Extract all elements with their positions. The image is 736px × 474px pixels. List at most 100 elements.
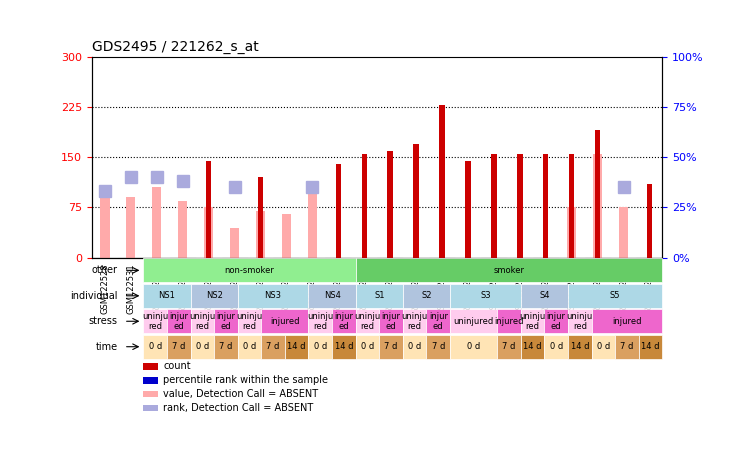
Text: 14 d: 14 d [335, 342, 353, 351]
Text: 0 d: 0 d [314, 342, 327, 351]
Text: 0 d: 0 d [408, 342, 421, 351]
Text: 7 d: 7 d [172, 342, 185, 351]
Text: 14 d: 14 d [570, 342, 589, 351]
Text: 14 d: 14 d [641, 342, 660, 351]
Text: non-smoker: non-smoker [224, 266, 275, 275]
Bar [619, 208, 628, 258]
FancyBboxPatch shape [214, 310, 238, 333]
Text: 0 d: 0 d [243, 342, 256, 351]
FancyBboxPatch shape [261, 310, 308, 333]
Text: uninjured: uninjured [453, 317, 494, 326]
Text: injur
ed: injur ed [381, 311, 400, 331]
Text: S2: S2 [421, 292, 432, 301]
FancyBboxPatch shape [426, 310, 450, 333]
FancyBboxPatch shape [191, 335, 214, 359]
FancyBboxPatch shape [308, 335, 332, 359]
Text: 0 d: 0 d [196, 342, 209, 351]
Text: uninju
red: uninju red [402, 311, 428, 331]
Text: injured: injured [270, 317, 300, 326]
Text: uninju
red: uninju red [354, 311, 381, 331]
Text: injur
ed: injur ed [334, 311, 353, 331]
FancyBboxPatch shape [403, 284, 450, 308]
Text: 0 d: 0 d [550, 342, 563, 351]
FancyBboxPatch shape [521, 284, 568, 308]
FancyBboxPatch shape [332, 335, 355, 359]
Text: NS4: NS4 [324, 292, 341, 301]
Bar [567, 208, 576, 258]
Bar [647, 184, 652, 258]
FancyBboxPatch shape [308, 310, 332, 333]
Text: GDS2495 / 221262_s_at: GDS2495 / 221262_s_at [92, 40, 259, 55]
Text: 7 d: 7 d [219, 342, 233, 351]
Text: stress: stress [88, 316, 118, 326]
Bar [517, 154, 523, 258]
Bar [144, 405, 158, 411]
FancyBboxPatch shape [639, 335, 662, 359]
FancyBboxPatch shape [403, 310, 426, 333]
FancyBboxPatch shape [355, 310, 379, 333]
FancyBboxPatch shape [450, 335, 498, 359]
FancyBboxPatch shape [285, 335, 308, 359]
FancyBboxPatch shape [167, 335, 191, 359]
Bar [308, 194, 317, 258]
FancyBboxPatch shape [592, 335, 615, 359]
Bar [258, 177, 263, 258]
Text: value, Detection Call = ABSENT: value, Detection Call = ABSENT [163, 389, 319, 399]
Text: injur
ed: injur ed [169, 311, 188, 331]
FancyBboxPatch shape [568, 335, 592, 359]
Text: uninju
red: uninju red [307, 311, 333, 331]
FancyBboxPatch shape [238, 310, 261, 333]
FancyBboxPatch shape [144, 310, 167, 333]
Text: uninju
red: uninju red [567, 311, 593, 331]
FancyBboxPatch shape [191, 310, 214, 333]
FancyBboxPatch shape [379, 310, 403, 333]
Bar [100, 194, 110, 258]
Text: 7 d: 7 d [503, 342, 516, 351]
Text: uninju
red: uninju red [520, 311, 546, 331]
FancyBboxPatch shape [521, 335, 545, 359]
Bar [593, 154, 602, 258]
Bar [206, 161, 211, 258]
Text: uninju
red: uninju red [236, 311, 263, 331]
Bar [127, 197, 135, 258]
Text: individual: individual [70, 291, 118, 301]
FancyBboxPatch shape [308, 284, 355, 308]
Text: 0 d: 0 d [361, 342, 374, 351]
Text: smoker: smoker [494, 266, 525, 275]
Bar [387, 151, 393, 258]
FancyBboxPatch shape [450, 284, 521, 308]
Text: count: count [163, 361, 191, 372]
Bar [178, 201, 187, 258]
Text: S3: S3 [480, 292, 491, 301]
Bar [595, 130, 601, 258]
Text: S1: S1 [374, 292, 384, 301]
Text: injured: injured [495, 317, 524, 326]
Bar [414, 144, 419, 258]
FancyBboxPatch shape [355, 284, 403, 308]
FancyBboxPatch shape [498, 310, 521, 333]
Text: NS1: NS1 [158, 292, 175, 301]
Text: uninju
red: uninju red [189, 311, 216, 331]
Text: other: other [92, 265, 118, 275]
Text: 7 d: 7 d [620, 342, 634, 351]
Text: 7 d: 7 d [431, 342, 445, 351]
Bar [144, 363, 158, 370]
FancyBboxPatch shape [379, 335, 403, 359]
FancyBboxPatch shape [545, 335, 568, 359]
Bar [439, 105, 445, 258]
Text: 7 d: 7 d [384, 342, 397, 351]
Bar [144, 377, 158, 383]
Text: injur
ed: injur ed [547, 311, 566, 331]
FancyBboxPatch shape [191, 284, 238, 308]
Bar [336, 164, 341, 258]
FancyBboxPatch shape [403, 335, 426, 359]
Text: injur
ed: injur ed [429, 311, 447, 331]
Text: 14 d: 14 d [523, 342, 542, 351]
Text: injured: injured [612, 317, 642, 326]
Text: 0 d: 0 d [467, 342, 481, 351]
Bar [282, 214, 291, 258]
Text: uninju
red: uninju red [142, 311, 169, 331]
FancyBboxPatch shape [426, 335, 450, 359]
Text: S4: S4 [539, 292, 550, 301]
Bar [152, 187, 161, 258]
